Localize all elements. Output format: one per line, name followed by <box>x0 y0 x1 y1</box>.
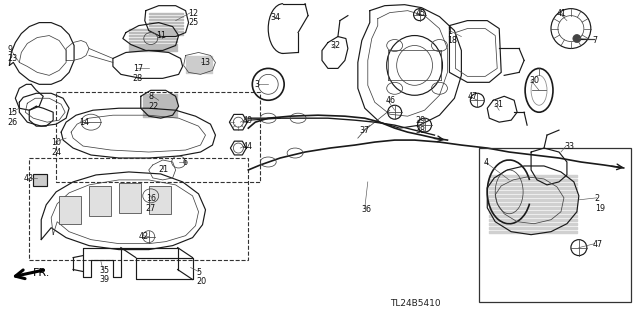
Text: 34: 34 <box>270 13 280 22</box>
Text: TL24B5410: TL24B5410 <box>390 300 440 308</box>
Text: 2
19: 2 19 <box>595 194 605 212</box>
Text: 36: 36 <box>362 205 372 214</box>
Text: 29
38: 29 38 <box>415 116 426 135</box>
Text: 21: 21 <box>159 165 169 174</box>
Text: 7: 7 <box>593 35 598 45</box>
Text: 30: 30 <box>529 76 539 85</box>
Text: 37: 37 <box>360 126 370 135</box>
Bar <box>59 196 81 224</box>
Text: 32: 32 <box>330 41 340 49</box>
Text: 33: 33 <box>564 142 574 151</box>
Text: 35
39: 35 39 <box>99 265 109 284</box>
Bar <box>119 183 141 213</box>
Bar <box>148 186 171 214</box>
Text: 8
22: 8 22 <box>148 92 159 111</box>
Bar <box>56 92 260 182</box>
Text: 5
20: 5 20 <box>196 268 207 286</box>
Text: 11: 11 <box>156 31 166 40</box>
Text: 47: 47 <box>467 92 477 101</box>
Text: 41: 41 <box>557 9 567 18</box>
Text: 10
24: 10 24 <box>51 138 61 157</box>
Text: 43: 43 <box>23 174 33 183</box>
Bar <box>89 186 111 216</box>
Text: 47: 47 <box>593 240 603 249</box>
Text: 9
23: 9 23 <box>8 45 17 63</box>
Text: 46: 46 <box>386 96 396 105</box>
Text: 42: 42 <box>139 232 149 241</box>
Text: 17
28: 17 28 <box>133 64 143 83</box>
Text: 15
26: 15 26 <box>8 108 17 127</box>
Text: 45: 45 <box>415 9 426 18</box>
Text: 6: 6 <box>182 158 188 167</box>
Text: 12
25: 12 25 <box>189 9 199 27</box>
Text: 4: 4 <box>483 158 488 167</box>
Text: 40: 40 <box>243 116 252 125</box>
Text: 1
18: 1 18 <box>447 26 458 45</box>
Bar <box>33 174 47 186</box>
Bar <box>29 158 248 260</box>
Bar <box>479 148 630 302</box>
Text: 16
27: 16 27 <box>146 194 156 212</box>
Text: 13: 13 <box>200 58 211 67</box>
Text: 31: 31 <box>493 100 503 109</box>
Text: 3: 3 <box>254 80 259 89</box>
Text: 14: 14 <box>79 118 89 127</box>
Text: FR.: FR. <box>33 268 51 278</box>
Ellipse shape <box>573 34 581 42</box>
Text: 44: 44 <box>243 142 252 151</box>
